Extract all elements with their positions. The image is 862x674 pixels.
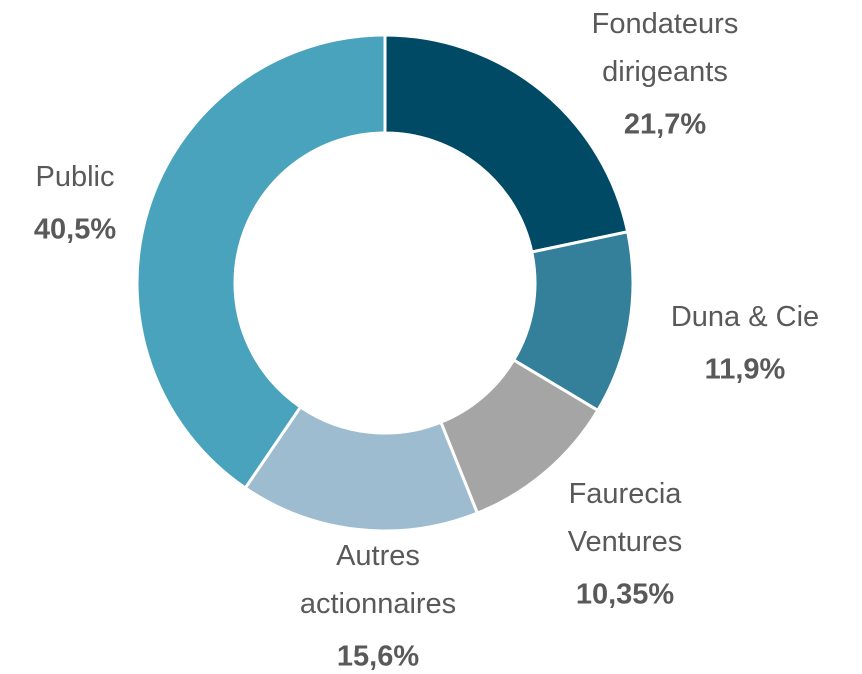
donut-slice <box>135 33 387 491</box>
slice-label: Public <box>36 161 115 193</box>
slice-label: Faurecia Ventures <box>568 478 683 558</box>
label-line: Public <box>36 161 115 193</box>
slice-value-label: 21,7% <box>624 109 706 141</box>
label-line: actionnaires <box>300 588 456 620</box>
slice-label: Duna & Cie <box>671 301 819 333</box>
label-line: Fondateurs <box>592 8 739 40</box>
label-line: Ventures <box>568 526 682 558</box>
slice-label: Autres actionnaires <box>300 540 456 620</box>
slice-value-label: 10,35% <box>576 579 675 611</box>
label-line: Duna & Cie <box>671 301 819 333</box>
donut-slice <box>383 33 630 254</box>
slice-label: Fondateurs dirigeants <box>592 8 739 88</box>
slice-value-label: 15,6% <box>337 641 419 673</box>
label-line: dirigeants <box>602 56 728 88</box>
slice-value-label: 11,9% <box>705 354 786 386</box>
label-line: Faurecia <box>569 478 683 510</box>
slice-value-label: 40,5% <box>34 214 116 246</box>
label-line: Autres <box>336 540 420 572</box>
